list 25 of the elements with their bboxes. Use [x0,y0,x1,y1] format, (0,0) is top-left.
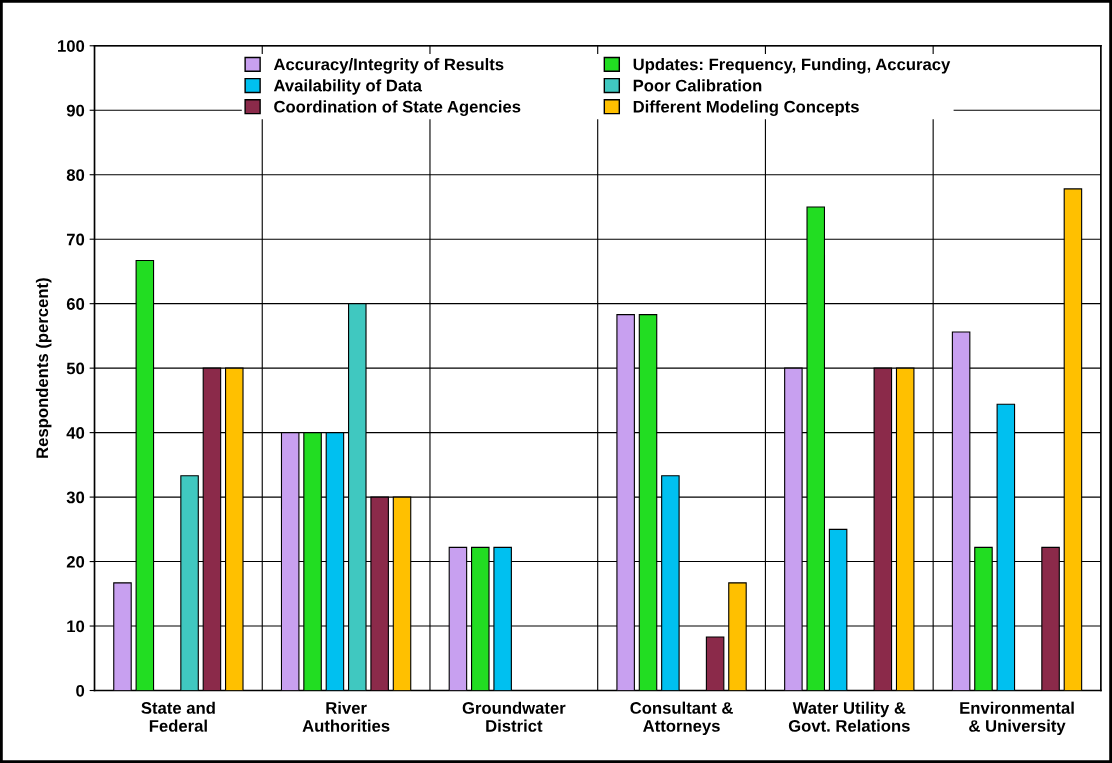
y-tick-label: 50 [66,362,85,375]
legend-label: Updates: Frequency, Funding, Accuracy [633,58,951,74]
y-tick-label: 80 [66,169,85,181]
y-tick-label: 0 [76,684,85,697]
legend-label: Availability of Data [273,79,423,95]
bar [705,636,725,691]
y-tick-label: 40 [66,427,85,439]
y-tick-label: 20 [66,555,85,568]
y-tick-label: 90 [66,104,85,117]
y-tick-label: 30 [66,491,85,504]
x-tick-label: Water Utility & Govt. Relations [788,701,910,732]
legend-label: Accuracy/Integrity of Results [273,58,504,74]
y-tick-label: 10 [67,620,85,633]
x-tick-label: Environmental & University [960,701,1074,736]
y-axis-title: Respondents (percent) [35,278,52,458]
y-tick-label: 70 [66,233,85,246]
x-tick-label: River Authorities [302,701,390,732]
legend-label: Different Modeling Concepts [633,100,859,116]
legend-label: Poor Calibration [633,79,762,92]
legend-label: Coordination of State Agencies [274,100,521,116]
x-tick-label: State and Federal [141,701,215,732]
x-tick-label: Consultant & Attorneys [630,701,733,736]
y-tick-label: 100 [58,40,85,52]
x-tick-label: Groundwater District [462,701,566,732]
y-tick-label: 60 [66,298,85,310]
